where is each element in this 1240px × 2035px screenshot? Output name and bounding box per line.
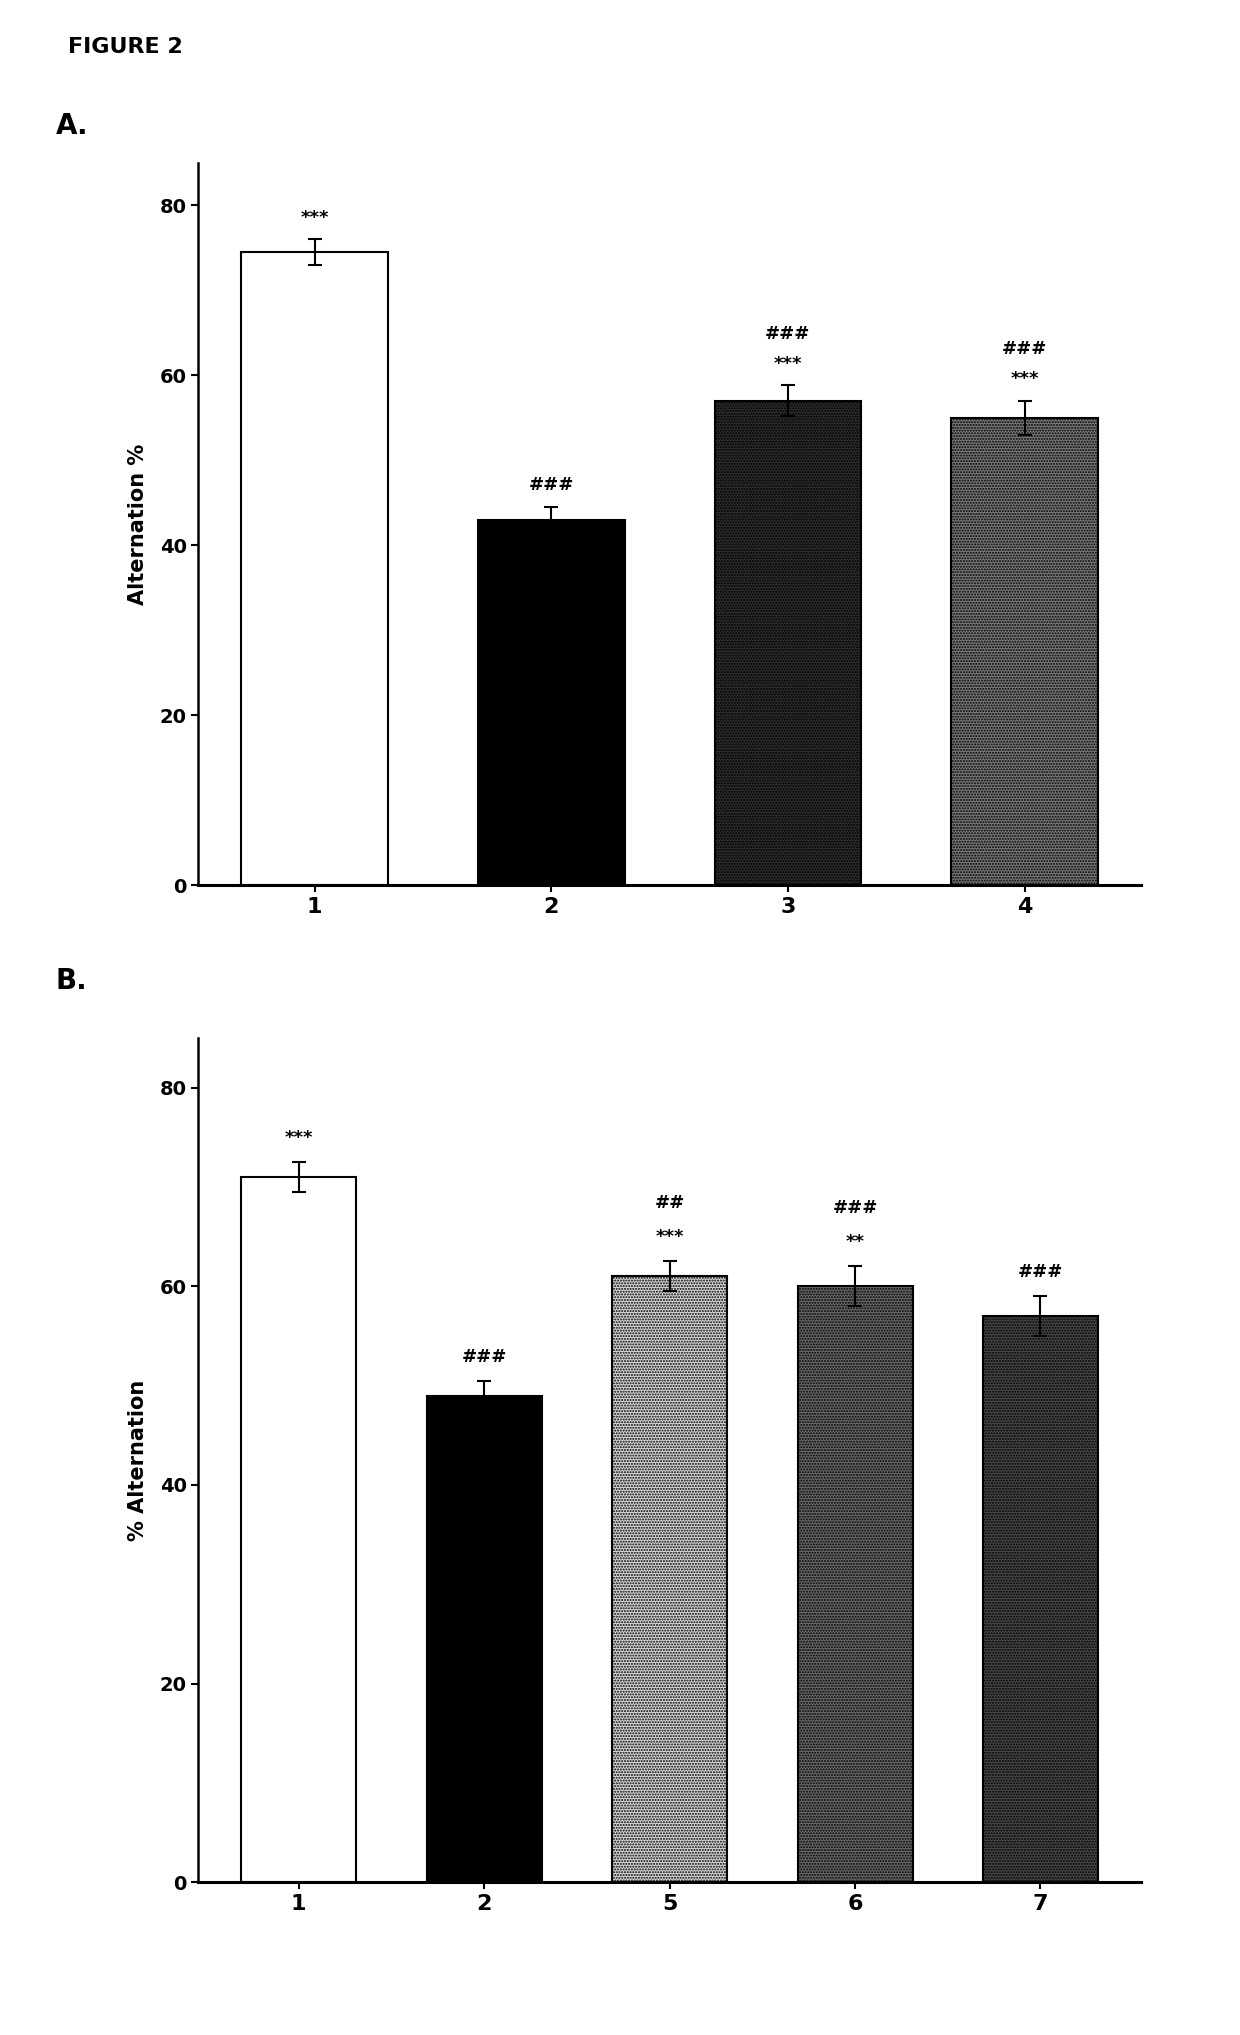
Text: **: ** [846,1233,864,1252]
Text: B.: B. [56,967,88,995]
Bar [797,1286,913,1882]
Bar [714,401,862,885]
Text: ###: ### [1018,1264,1063,1282]
Y-axis label: % Alternation: % Alternation [129,1380,149,1540]
Text: ###: ### [1002,340,1048,358]
Bar [477,519,625,885]
Text: ***: *** [284,1129,312,1148]
Text: ***: *** [774,354,802,372]
Bar [983,1317,1097,1882]
Bar [427,1396,542,1882]
Text: FIGURE 2: FIGURE 2 [68,37,184,57]
Text: ***: *** [300,208,329,226]
Text: ###: ### [528,476,574,495]
Text: ###: ### [461,1347,507,1365]
Text: ***: *** [1011,370,1039,389]
Bar [613,1276,727,1882]
Bar [951,417,1097,885]
Bar [242,252,388,885]
Text: ###: ### [832,1199,878,1217]
Y-axis label: Alternation %: Alternation % [129,444,149,604]
Text: ***: *** [656,1229,683,1247]
Text: ###: ### [765,326,811,344]
Text: A.: A. [56,112,88,140]
Text: ##: ## [655,1195,684,1211]
Bar [242,1176,356,1882]
